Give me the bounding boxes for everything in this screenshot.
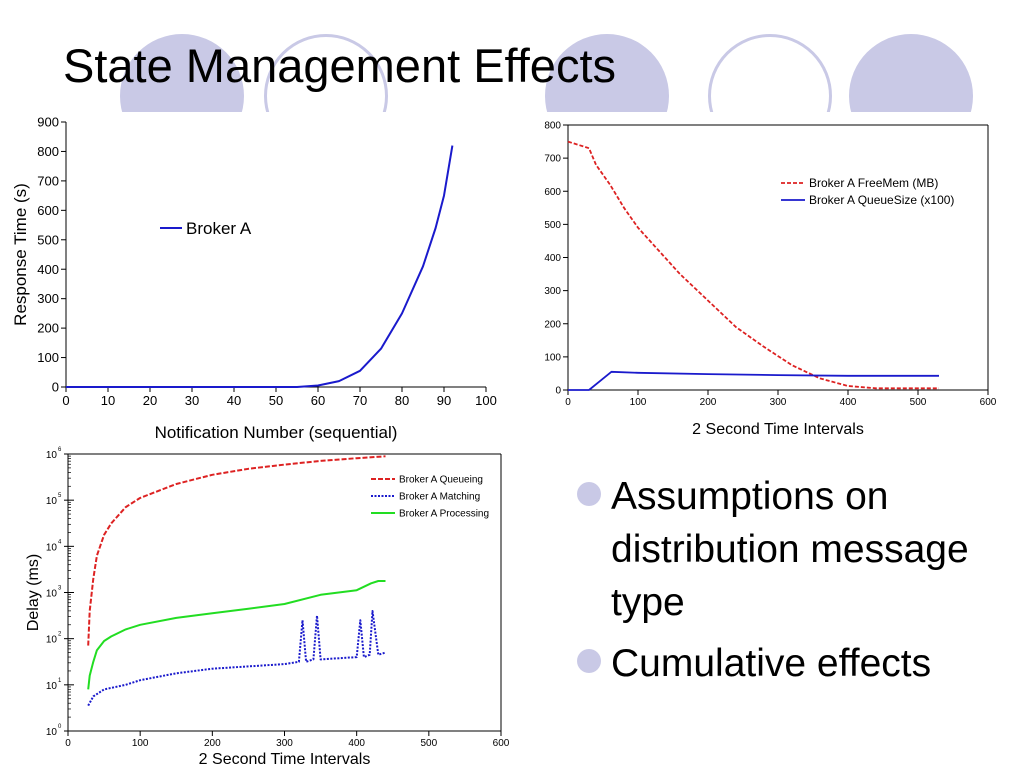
legend-label: Broker A QueueSize (x100) <box>809 193 954 207</box>
legend-label: Broker A <box>186 219 252 238</box>
response-time-chart-panel: 0 10 20 30 40 50 60 70 80 90 100 0 100 200 300 400 500 60… <box>0 112 502 446</box>
y-axis-label: Response Time (s) <box>11 183 30 326</box>
y-tick-label: 800 <box>37 144 59 159</box>
y-tick-label: 10 <box>46 542 58 553</box>
x-tick-label: 400 <box>840 397 857 408</box>
y-tick-label: 10 <box>46 727 58 738</box>
series-line-2 <box>87 610 386 707</box>
response-time-chart: 0 10 20 30 40 50 60 70 80 90 100 0 100 200 300 400 500 60… <box>11 115 497 442</box>
x-tick-label: 80 <box>395 393 409 408</box>
x-tick-label: 400 <box>348 738 365 749</box>
y-tick-exponent: 2 <box>58 632 62 638</box>
y-axis-label: Delay (ms) <box>25 554 42 631</box>
freemem-queue-chart: 0 100 200 300 400 500 600 0 100 200 300 400 500 600 70… <box>544 121 997 439</box>
freemem-chart-panel: 0 100 200 300 400 500 600 0 100 200 300 400 500 600 70… <box>505 112 1024 442</box>
y-tick-label: 100 <box>37 350 59 365</box>
x-tick-label: 200 <box>700 397 717 408</box>
legend-label: Broker A Queueing <box>399 475 483 486</box>
legend-label: Broker A FreeMem (MB) <box>809 176 938 190</box>
y-tick-label: 300 <box>37 291 59 306</box>
bullet-item: Assumptions on distribution message type <box>575 470 1015 629</box>
y-tick-label: 10 <box>46 681 58 692</box>
x-tick-label: 10 <box>101 393 115 408</box>
series-line-3 <box>87 580 386 690</box>
y-tick-exponent: 6 <box>58 447 62 453</box>
x-tick-label: 50 <box>269 393 283 408</box>
x-tick-label: 0 <box>65 738 71 749</box>
y-tick-label: 10 <box>46 496 58 507</box>
bullet-list: Assumptions on distribution message type… <box>575 470 1015 698</box>
legend-label: Broker A Matching <box>399 492 480 503</box>
y-tick-label: 10 <box>46 635 58 646</box>
y-tick-label: 400 <box>544 253 561 264</box>
x-tick-label: 20 <box>143 393 157 408</box>
x-tick-label: 500 <box>420 738 437 749</box>
slide-title: State Management Effects <box>63 39 617 92</box>
x-tick-label: 90 <box>437 393 451 408</box>
y-tick-label: 10 <box>46 450 58 461</box>
y-tick-label: 800 <box>544 121 561 132</box>
x-tick-label: 200 <box>204 738 221 749</box>
x-tick-label: 0 <box>62 393 69 408</box>
y-tick-label: 700 <box>37 173 59 188</box>
y-tick-label: 100 <box>544 352 561 363</box>
x-tick-label: 0 <box>565 397 571 408</box>
y-tick-exponent: 4 <box>58 539 62 545</box>
x-tick-label: 100 <box>630 397 647 408</box>
bullet-text: Assumptions on distribution message type <box>611 475 969 624</box>
y-tick-label: 600 <box>544 187 561 198</box>
y-tick-exponent: 5 <box>58 493 62 499</box>
x-tick-label: 100 <box>475 393 497 408</box>
y-tick-label: 400 <box>37 262 59 277</box>
bullet-dot-icon <box>577 649 601 673</box>
y-tick-label: 700 <box>544 154 561 165</box>
y-tick-label: 300 <box>544 286 561 297</box>
y-tick-label: 200 <box>37 321 59 336</box>
bullet-item: Cumulative effects <box>575 637 1015 690</box>
x-axis-label: 2 Second Time Intervals <box>692 421 864 438</box>
bullet-text: Cumulative effects <box>611 642 932 685</box>
y-tick-label: 200 <box>544 319 561 330</box>
x-tick-label: 70 <box>353 393 367 408</box>
legend-label: Broker A Processing <box>399 509 489 520</box>
y-tick-label: 0 <box>555 386 561 397</box>
y-tick-label: 600 <box>37 203 59 218</box>
y-tick-exponent: 0 <box>58 724 62 730</box>
x-tick-label: 300 <box>276 738 293 749</box>
x-tick-label: 30 <box>185 393 199 408</box>
x-tick-label: 600 <box>493 738 510 749</box>
y-tick-label: 10 <box>46 589 58 600</box>
y-tick-label: 500 <box>544 220 561 231</box>
y-tick-label: 900 <box>37 115 59 130</box>
x-tick-label: 40 <box>227 393 241 408</box>
y-tick-exponent: 3 <box>58 586 62 592</box>
y-tick-exponent: 1 <box>58 678 62 684</box>
delay-chart-panel: 0 100 200 300 400 500 600 10 0 10 1 10 2 10 3 10 4 10 5 10 6… <box>0 442 537 768</box>
x-axis-label: 2 Second Time Intervals <box>199 751 371 768</box>
series-line-2 <box>568 370 939 391</box>
series-line-1 <box>66 145 454 388</box>
y-tick-label: 0 <box>52 380 59 395</box>
series-line-1 <box>87 455 386 646</box>
x-tick-label: 60 <box>311 393 325 408</box>
x-tick-label: 500 <box>910 397 927 408</box>
y-tick-label: 500 <box>37 232 59 247</box>
x-tick-label: 300 <box>770 397 787 408</box>
bullet-dot-icon <box>577 482 601 506</box>
series-line-1 <box>567 140 939 390</box>
x-axis-label: Notification Number (sequential) <box>155 423 398 442</box>
x-tick-label: 100 <box>132 738 149 749</box>
x-tick-label: 600 <box>980 397 997 408</box>
